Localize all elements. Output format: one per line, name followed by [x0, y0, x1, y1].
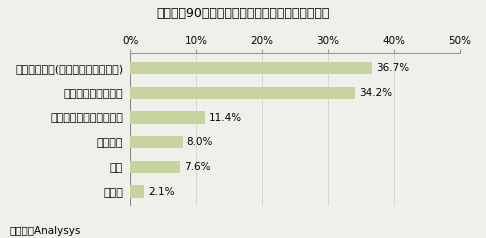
Bar: [130, 62, 372, 74]
Text: 11.4%: 11.4%: [209, 113, 242, 123]
Text: 34.2%: 34.2%: [359, 88, 393, 98]
Bar: [130, 111, 205, 124]
Bar: [130, 136, 183, 148]
Bar: [130, 87, 355, 99]
Text: 図表１　90年代生まれが考える個性の表現ツール: 図表１ 90年代生まれが考える個性の表現ツール: [156, 7, 330, 20]
Text: 8.0%: 8.0%: [187, 137, 213, 147]
Text: 7.6%: 7.6%: [184, 162, 210, 172]
Text: 36.7%: 36.7%: [376, 63, 409, 73]
Text: 2.1%: 2.1%: [148, 187, 174, 197]
Bar: [130, 185, 144, 198]
Text: （出所）Analysys: （出所）Analysys: [10, 226, 81, 236]
Bar: [130, 161, 180, 173]
